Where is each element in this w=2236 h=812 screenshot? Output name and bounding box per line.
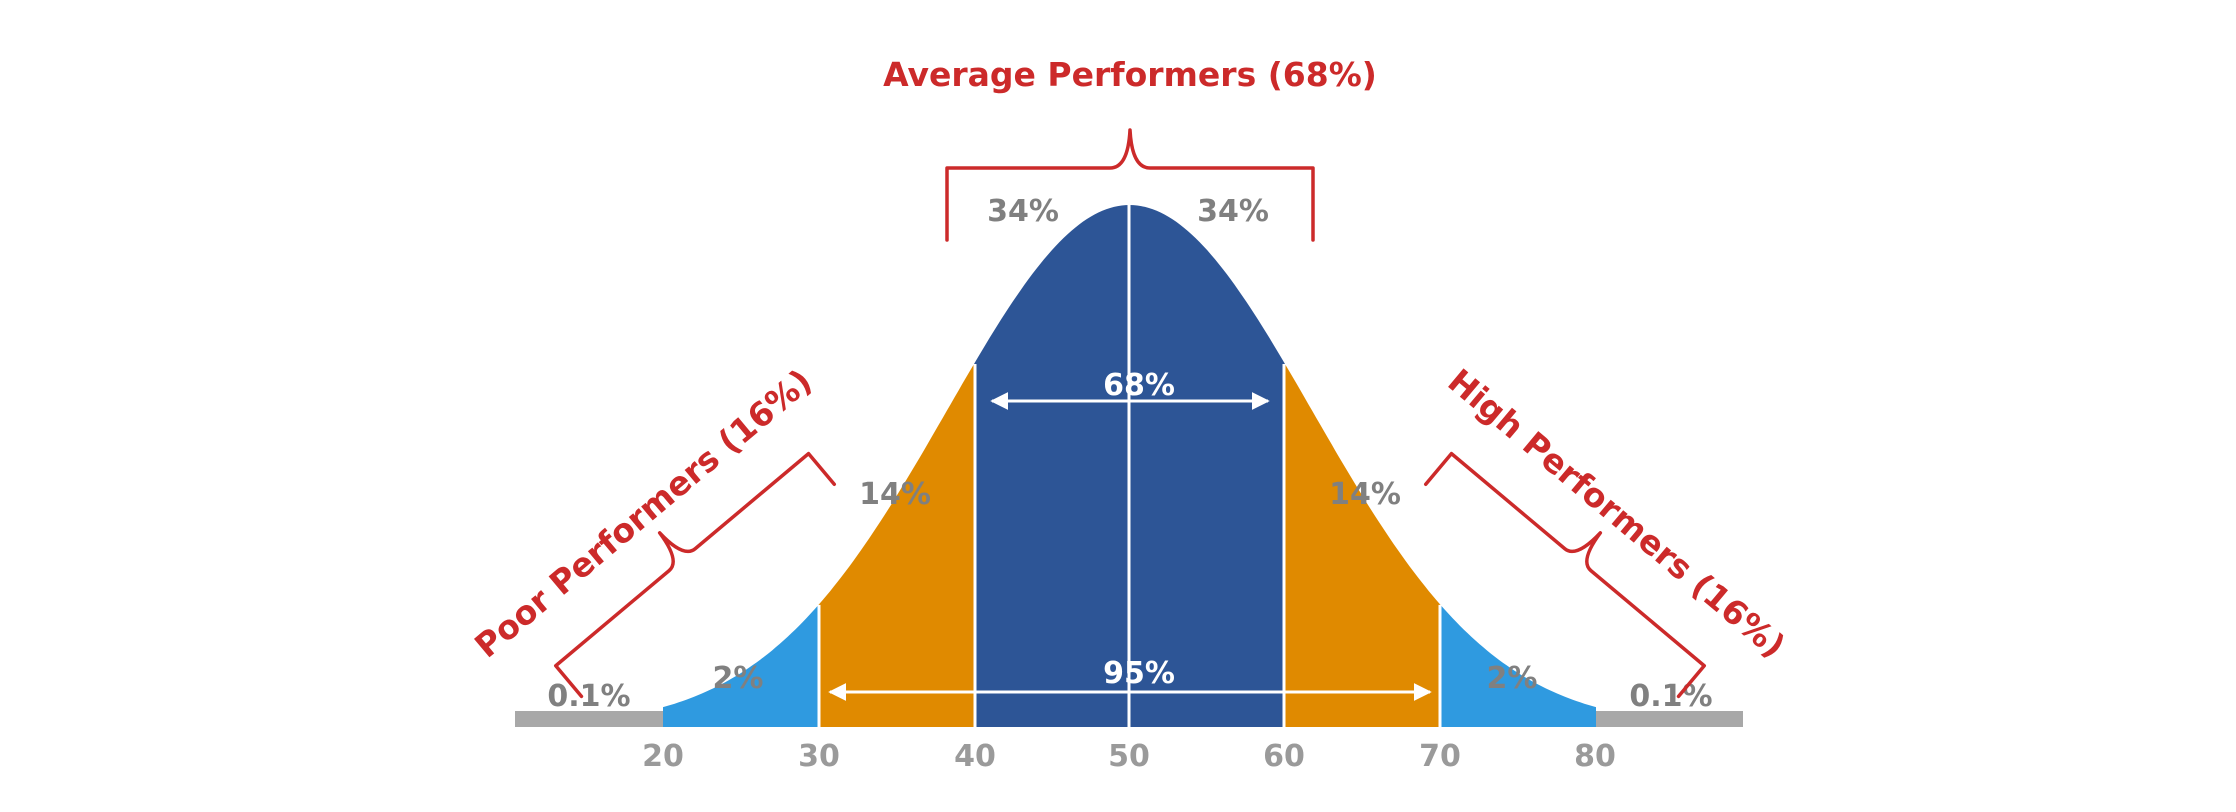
x-tick-50: 50	[1108, 739, 1150, 774]
x-tick-40: 40	[954, 739, 996, 774]
poor-performers-label: Poor Performers (16%)	[467, 361, 819, 665]
percent-label-50-60: 34%	[1197, 194, 1269, 229]
range-68-label: 68%	[1103, 368, 1175, 403]
region-60-70	[1285, 364, 1441, 727]
x-tick-30: 30	[798, 739, 840, 774]
region-30-40	[818, 364, 974, 727]
percent-label-70-80: 2%	[1487, 661, 1538, 696]
high-performers-label: High Performers (16%)	[1441, 361, 1793, 665]
region-70-80	[1440, 604, 1596, 727]
x-tick-80: 80	[1574, 739, 1616, 774]
x-tick-60: 60	[1263, 739, 1305, 774]
region-20-30	[663, 604, 819, 727]
poor-performers-bracket	[553, 451, 837, 699]
left-tail-bar	[515, 711, 663, 727]
percent-label-30-40: 14%	[859, 477, 931, 512]
right-tail-bar	[1595, 711, 1743, 727]
percent-label-40-50: 34%	[987, 194, 1059, 229]
tail-label-left: 0.1%	[547, 679, 630, 714]
percent-label-20-30: 2%	[713, 661, 764, 696]
average-performers-label: Average Performers (68%)	[883, 55, 1377, 94]
x-tick-70: 70	[1419, 739, 1461, 774]
high-performers-bracket	[1423, 451, 1707, 699]
x-tick-20: 20	[642, 739, 684, 774]
range-95-label: 95%	[1103, 656, 1175, 691]
tail-label-right: 0.1%	[1629, 679, 1712, 714]
average-performers-bracket	[945, 128, 1315, 242]
percent-label-60-70: 14%	[1329, 477, 1401, 512]
